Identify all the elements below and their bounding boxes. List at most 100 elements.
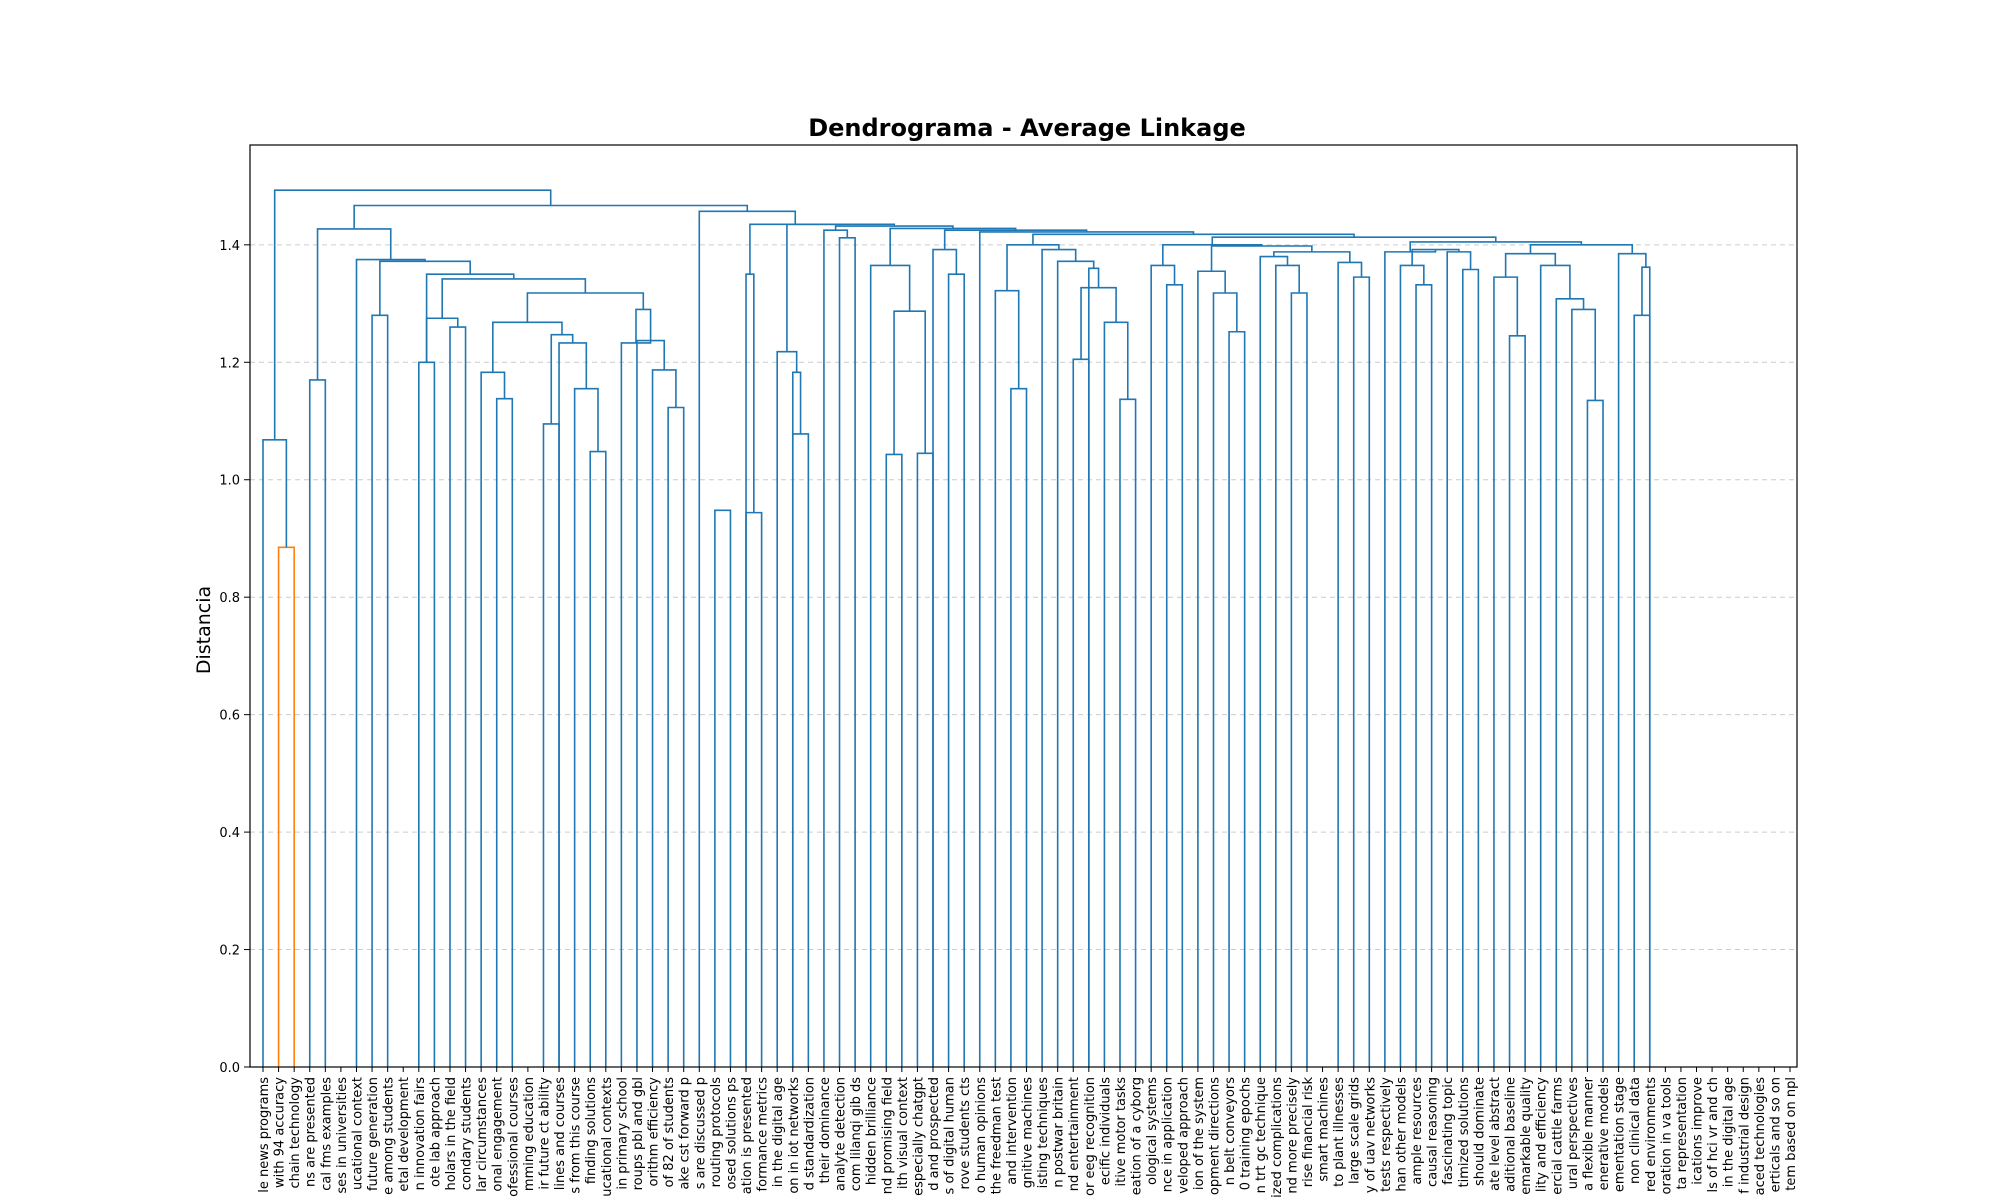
leaf-label: causal reasoning	[1426, 1077, 1441, 1187]
y-axis-label: Distancia	[193, 586, 215, 674]
leaf-label: ample resources	[1410, 1077, 1425, 1185]
y-tick-label: 0.8	[219, 591, 240, 606]
dendrogram-link	[1088, 267, 1100, 1067]
leaf-label: ses in universities	[335, 1077, 350, 1194]
leaf-label: ion of the system	[1192, 1077, 1207, 1190]
dendrogram-link	[1529, 244, 1634, 254]
leaf-label: ta representation	[1675, 1077, 1690, 1190]
leaf-label: orithm efficiency	[647, 1077, 662, 1187]
leaf-label: holars in the field	[444, 1077, 459, 1191]
dendrogram-link	[1446, 251, 1472, 1067]
dendrogram-link	[994, 289, 1020, 1067]
y-tick-label: 0.6	[219, 709, 240, 724]
dendrogram-link	[745, 273, 755, 1067]
dendrogram-link	[425, 317, 459, 363]
leaf-label: s of digital human	[943, 1077, 958, 1194]
dendrogram-link	[1032, 233, 1355, 245]
dendrogram-link	[1555, 298, 1585, 1067]
dendrogram-link	[698, 210, 797, 1067]
leaf-label: hidden brilliance	[865, 1077, 880, 1185]
chart-title: Dendrograma - Average Linkage	[808, 114, 1246, 142]
dendrogram-link	[893, 310, 927, 455]
leaf-label: analyte detection	[834, 1077, 849, 1191]
leaf-label: nd more precisely	[1285, 1077, 1300, 1194]
dendrogram-link	[1508, 335, 1526, 1067]
dendrogram-link	[1080, 286, 1117, 360]
y-tick-label: 1.4	[219, 239, 240, 254]
dendrogram-link	[1571, 308, 1597, 1067]
dendrogram-link	[492, 321, 563, 373]
leaf-label: rise financial risk	[1301, 1077, 1316, 1188]
leaf-label: y of uav networks	[1363, 1077, 1378, 1193]
leaf-label: mming education	[522, 1077, 537, 1191]
dendrogram-link	[262, 439, 288, 1067]
dendrogram-link	[978, 231, 1195, 1067]
leaf-label: o human opinions	[974, 1077, 989, 1193]
leaf-label: n innovation fairs	[413, 1077, 428, 1191]
dendrogram-link	[371, 314, 389, 1067]
dendrogram-link	[1072, 358, 1090, 1067]
leaf-label: d and prospected	[927, 1077, 942, 1191]
leaf-label: chain technology	[288, 1077, 303, 1189]
dendrogram-link	[1493, 276, 1519, 1067]
leaf-label: n belt conveyors	[1223, 1077, 1238, 1185]
leaf-label: finding solutions	[584, 1077, 599, 1184]
dendrogram-link	[1275, 264, 1300, 1067]
dendrogram-link	[1010, 387, 1028, 1067]
leaf-label: and intervention	[1005, 1077, 1020, 1185]
leaf-label: routing protocols	[709, 1077, 724, 1188]
leaf-label: especially chatgpt	[911, 1077, 926, 1196]
leaf-label: le news programs	[257, 1077, 272, 1193]
dendrogram-link	[1211, 236, 1497, 245]
leaf-label: future generation	[366, 1077, 381, 1191]
leaf-label: in the digital age	[1722, 1077, 1737, 1187]
dendrogram-link	[667, 406, 685, 1067]
leaf-label: ote lab approach	[428, 1077, 443, 1187]
leaf-label: of 82 of students	[662, 1077, 677, 1188]
dendrogram-link	[885, 453, 903, 1067]
dendrogram-link	[776, 350, 798, 1067]
leaf-label: oration in va tools	[1659, 1077, 1674, 1195]
dendrogram-link	[1586, 399, 1604, 1067]
dendrogram-link	[1119, 398, 1137, 1067]
dendrogram-link	[1411, 248, 1460, 266]
leaf-label: should dominate	[1472, 1077, 1487, 1186]
dendrogram-link	[635, 308, 652, 343]
dendrogram-link	[550, 333, 574, 424]
leaf-label: ural perspectives	[1566, 1077, 1581, 1189]
leaf-label: to plant illnesses	[1332, 1077, 1347, 1187]
dendrogram-link	[869, 264, 911, 1067]
leaf-label: eation of a cyborg	[1130, 1077, 1145, 1195]
dendrogram-link	[589, 450, 607, 1067]
leaf-label: ucational contexts	[600, 1077, 615, 1197]
leaf-label: nd promising field	[880, 1077, 895, 1194]
dendrogram-link	[418, 361, 436, 1067]
dendrogram-link	[1399, 264, 1425, 1067]
dendrogram-link	[791, 371, 802, 1067]
leaf-label: condary students	[460, 1077, 475, 1190]
y-gridlines	[250, 244, 1797, 951]
dendrogram-link	[932, 248, 958, 1067]
dendrogram-link	[1210, 245, 1313, 272]
leaf-label: in the digital age	[771, 1077, 786, 1187]
leaf-label: d standardization	[802, 1077, 817, 1190]
leaf-label: ir future ct ability	[537, 1077, 552, 1190]
leaf-label: com lilanqi gib ds	[849, 1077, 864, 1191]
leaf-label: 0 training epochs	[1239, 1077, 1254, 1190]
leaf-labels: le news programs with 94 accuracy chain te…	[257, 1067, 1799, 1198]
leaf-label: tem based on npl	[1784, 1077, 1799, 1191]
y-tick-label: 1.0	[219, 474, 240, 489]
dendrogram-link	[1197, 270, 1226, 1067]
dendrogram-link	[916, 452, 934, 1067]
dendrogram-link	[1228, 330, 1246, 1067]
leaf-label: han other models	[1394, 1077, 1409, 1192]
leaf-label: or eeg recognition	[1083, 1077, 1098, 1196]
dendrogram-link	[353, 204, 749, 229]
dendrogram-link	[1212, 292, 1238, 1067]
leaf-label: roups pbl and gbl	[631, 1077, 646, 1190]
leaf-label: smart machines	[1317, 1077, 1332, 1182]
leaf-label: aced technologies	[1753, 1077, 1768, 1196]
leaf-label: veloped approach	[1176, 1077, 1191, 1194]
leaf-label: n trt gc technique	[1254, 1077, 1269, 1193]
